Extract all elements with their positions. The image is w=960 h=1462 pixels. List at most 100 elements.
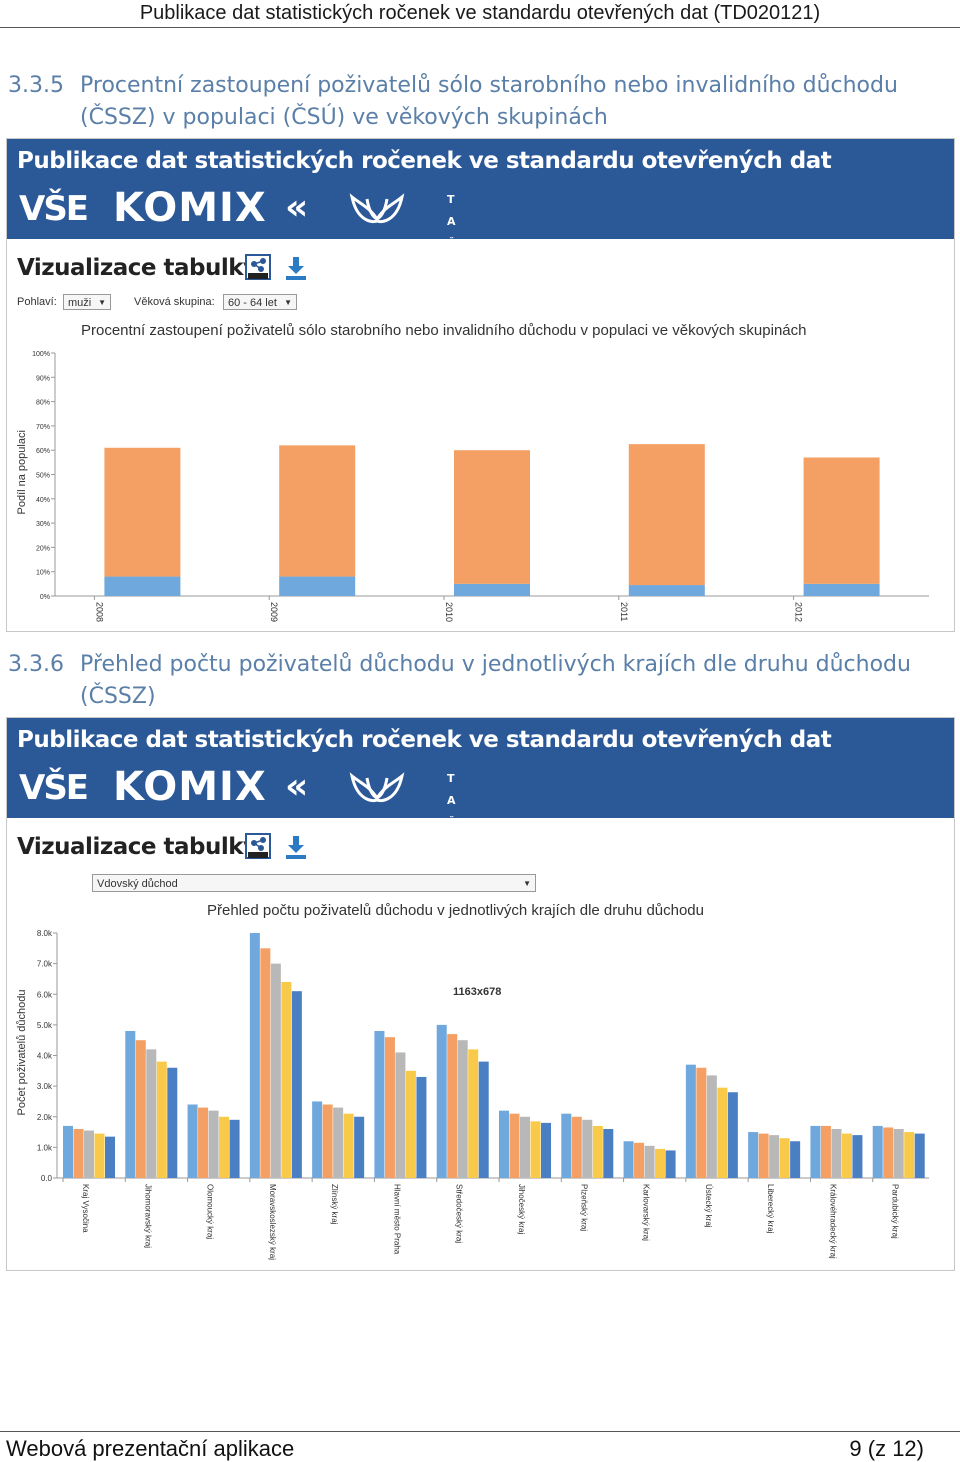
x-tick-label: Liberecký kraj bbox=[766, 1184, 775, 1234]
chevron-down-icon: ▼ bbox=[523, 879, 531, 888]
bar bbox=[499, 1110, 509, 1178]
x-tick-label: Plzeňský kraj bbox=[579, 1184, 588, 1231]
bar bbox=[405, 1070, 416, 1178]
age-group-select-value: 60 - 64 let bbox=[228, 297, 277, 309]
banner-title: Publikace dat statistických ročenek ve s… bbox=[17, 148, 832, 174]
page-footer: Webová prezentační aplikace 9 (z 12) bbox=[0, 1431, 960, 1462]
y-tick-label: 90% bbox=[36, 375, 50, 382]
bar bbox=[416, 1076, 427, 1178]
komix-arrows-icon: « bbox=[285, 187, 309, 228]
bar bbox=[810, 1125, 821, 1178]
sparql-icon[interactable] bbox=[245, 833, 271, 859]
bar bbox=[520, 1116, 530, 1178]
x-tick-label: 2009 bbox=[269, 602, 279, 622]
chart2: Počet poživatelů důchodu 0.0 1.0k 2.0k 3.0k 4… bbox=[16, 929, 929, 1260]
bar bbox=[665, 1150, 676, 1178]
bar bbox=[841, 1133, 852, 1178]
chart1: Podíl na populaci 0% 10% 20% 30% 40% 50% 60% 70%… bbox=[16, 351, 929, 622]
chart1-title: Procentní zastoupení poživatelů sólo sta… bbox=[81, 322, 807, 339]
x-tick-label: Ústecký kraj bbox=[704, 1184, 713, 1228]
age-group-label: Věková skupina: bbox=[134, 296, 215, 308]
x-tick-label: Karlovarský kraj bbox=[642, 1184, 651, 1241]
bar-segment bbox=[279, 576, 356, 596]
banner-title: Publikace dat statistických ročenek ve s… bbox=[17, 727, 832, 753]
bar bbox=[94, 1133, 105, 1178]
bar bbox=[374, 1031, 385, 1178]
y-tick-label: 60% bbox=[36, 448, 50, 455]
x-tick-label: 2008 bbox=[94, 602, 104, 622]
bar-segment bbox=[803, 583, 880, 596]
tacr-letter: A bbox=[447, 215, 456, 228]
bar bbox=[748, 1132, 759, 1178]
bar bbox=[457, 1040, 468, 1178]
screenshot-panel-1: Publikace dat statistických ročenek ve s… bbox=[6, 138, 955, 632]
page-number: 9 (z 12) bbox=[849, 1436, 924, 1461]
bar bbox=[125, 1031, 136, 1178]
bar bbox=[146, 1049, 157, 1178]
gender-select[interactable]: muži ▼ bbox=[63, 294, 111, 310]
y-tick-label: 7.0k bbox=[37, 960, 53, 969]
vse-logo: VŠE bbox=[19, 768, 89, 808]
bar bbox=[893, 1129, 904, 1178]
x-tick-label: 2010 bbox=[444, 602, 454, 622]
komix-arrows-icon: « bbox=[285, 766, 309, 807]
bar bbox=[571, 1116, 582, 1178]
download-icon[interactable] bbox=[285, 255, 307, 281]
sparql-icon[interactable] bbox=[245, 254, 271, 280]
pension-type-select[interactable]: Vdovský důchod ▼ bbox=[92, 874, 536, 892]
gender-label: Pohlaví: bbox=[17, 296, 57, 308]
bar bbox=[208, 1110, 219, 1178]
tacr-letter: Č bbox=[447, 816, 456, 829]
pension-type-select-value: Vdovský důchod bbox=[97, 878, 178, 890]
x-tick-label: Pardubický kraj bbox=[891, 1184, 900, 1239]
bar bbox=[260, 948, 271, 1178]
tacr-logo: TA ČR bbox=[447, 768, 487, 856]
bar bbox=[727, 1092, 738, 1178]
tacr-logo: TA ČR bbox=[447, 189, 487, 277]
tacr-letter: T bbox=[447, 193, 455, 206]
bar bbox=[592, 1125, 603, 1178]
bar bbox=[561, 1113, 572, 1178]
vse-logo: VŠE bbox=[19, 189, 89, 229]
tacr-letter: T bbox=[447, 772, 455, 785]
bar-segment bbox=[803, 457, 880, 584]
tacr-letter: A bbox=[447, 794, 456, 807]
tacr-letter: R bbox=[447, 259, 456, 272]
x-tick-label: 2011 bbox=[619, 602, 629, 621]
y-tick-label: 30% bbox=[36, 521, 50, 528]
bar bbox=[167, 1067, 178, 1178]
bar bbox=[541, 1122, 551, 1178]
bar bbox=[384, 1037, 395, 1178]
section-number: 3.3.5 bbox=[8, 73, 64, 98]
tacr-letter: Č bbox=[447, 237, 456, 250]
screenshot-panel-2: Publikace dat statistických ročenek ve s… bbox=[6, 717, 955, 1271]
chevron-down-icon: ▼ bbox=[284, 298, 292, 307]
download-icon[interactable] bbox=[285, 834, 307, 860]
bar-segment bbox=[104, 447, 181, 577]
bar-segment bbox=[454, 450, 530, 584]
page-header-text: Publikace dat statistických ročenek ve s… bbox=[139, 2, 821, 24]
y-tick-label: 40% bbox=[36, 497, 50, 504]
bar bbox=[685, 1064, 696, 1178]
bar bbox=[914, 1133, 925, 1178]
age-group-select[interactable]: 60 - 64 let ▼ bbox=[223, 294, 297, 310]
y-tick-label: 100% bbox=[32, 351, 50, 358]
footer-left-text: Webová prezentační aplikace bbox=[6, 1436, 295, 1461]
bar bbox=[790, 1141, 801, 1178]
bar bbox=[354, 1116, 365, 1178]
y-axis-label: Počet poživatelů důchodu bbox=[16, 990, 28, 1116]
bar bbox=[478, 1061, 489, 1178]
tacr-letter: R bbox=[447, 838, 456, 851]
section-title-1: 3.3.5 Procentní zastoupení poživatelů sól… bbox=[8, 70, 953, 134]
bar bbox=[73, 1129, 84, 1178]
x-tick-label: Královéhradecký kraj bbox=[828, 1184, 837, 1259]
bar bbox=[852, 1135, 863, 1178]
y-tick-label: 0% bbox=[40, 594, 50, 601]
bar bbox=[530, 1121, 541, 1178]
y-tick-label: 0.0 bbox=[41, 1174, 53, 1183]
bar bbox=[322, 1104, 333, 1178]
chevron-down-icon: ▼ bbox=[98, 298, 106, 307]
bar bbox=[105, 1136, 115, 1178]
app-banner: Publikace dat statistických ročenek ve s… bbox=[7, 139, 954, 272]
bar bbox=[198, 1107, 209, 1178]
